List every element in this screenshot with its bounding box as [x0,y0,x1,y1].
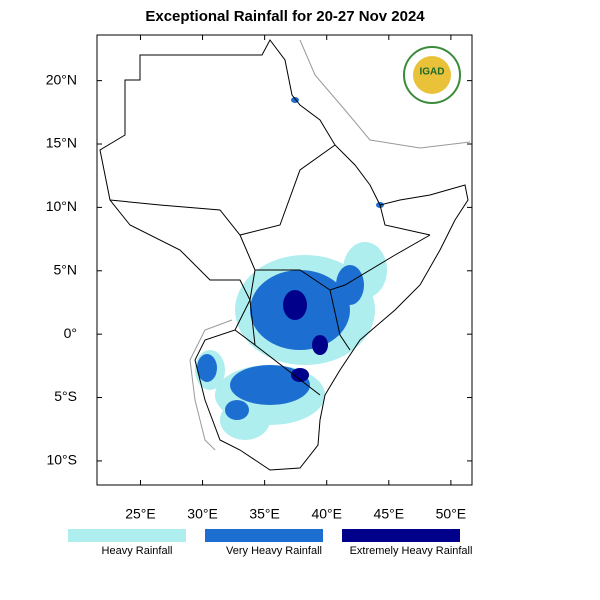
x-tick-label: 50°E [436,506,467,522]
y-tick-label: 15°N [46,135,77,151]
x-tick-label: 40°E [311,506,342,522]
y-tick-label: 0° [64,325,77,341]
country-borders [109,144,431,396]
legend-swatch [68,529,186,542]
legend-swatch [342,529,460,542]
x-tick-label: 45°E [374,506,405,522]
y-tick-label: 10°S [46,452,77,468]
y-tick-label: 10°N [46,198,77,214]
map-title: Exceptional Rainfall for 20-27 Nov 2024 [145,8,425,25]
neighbour-coast [299,39,471,149]
y-tick-label: 5°N [54,261,78,277]
y-tick-label: 20°N [46,71,77,87]
legend-label: Very Heavy Rainfall [226,545,322,557]
legend-label: Heavy Rainfall [102,545,173,557]
x-tick-label: 25°E [125,506,156,522]
rainfall [195,97,387,440]
logo-text: IGAD [420,67,445,78]
y-tick-label: 5°S [54,388,77,404]
map-frame [96,34,473,486]
logo-disc [413,56,451,94]
neighbour-border [189,319,233,451]
legend-swatch [205,529,323,542]
legend-label: Extremely Heavy Rainfall [350,545,473,557]
x-tick-label: 35°E [249,506,280,522]
x-tick-label: 30°E [187,506,218,522]
